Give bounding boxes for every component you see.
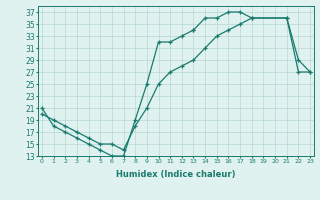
X-axis label: Humidex (Indice chaleur): Humidex (Indice chaleur) [116,170,236,179]
